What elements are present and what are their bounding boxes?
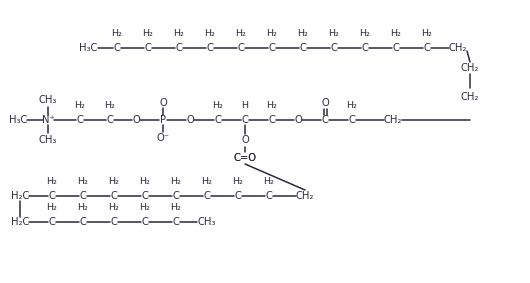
- Text: C: C: [349, 115, 356, 125]
- Text: CH₂: CH₂: [449, 43, 467, 53]
- Text: C: C: [269, 115, 276, 125]
- Text: C: C: [142, 217, 148, 227]
- Text: CH₃: CH₃: [39, 95, 57, 105]
- Text: H₂: H₂: [173, 29, 184, 38]
- Text: C=O: C=O: [234, 153, 257, 163]
- Text: H₂: H₂: [109, 203, 119, 213]
- Text: CH₃: CH₃: [198, 217, 216, 227]
- Text: H₂: H₂: [233, 177, 243, 186]
- Text: C: C: [111, 217, 118, 227]
- Text: H₂C: H₂C: [11, 217, 29, 227]
- Text: C: C: [322, 115, 329, 125]
- Text: H₂: H₂: [171, 203, 181, 213]
- Text: H₂: H₂: [104, 102, 116, 110]
- Text: CH₂: CH₂: [296, 191, 314, 201]
- Text: O⁻: O⁻: [156, 133, 170, 143]
- Text: H₂: H₂: [109, 177, 119, 186]
- Text: C: C: [80, 217, 86, 227]
- Text: C: C: [266, 191, 272, 201]
- Text: C: C: [173, 217, 180, 227]
- Text: C: C: [215, 115, 222, 125]
- Text: C: C: [113, 43, 120, 53]
- Text: H: H: [242, 102, 249, 110]
- Text: N⁺: N⁺: [42, 115, 55, 125]
- Text: H₂: H₂: [391, 29, 401, 38]
- Text: H₂: H₂: [359, 29, 370, 38]
- Text: C: C: [173, 191, 180, 201]
- Text: C: C: [175, 43, 182, 53]
- Text: H₂: H₂: [267, 102, 277, 110]
- Text: H₂: H₂: [171, 177, 181, 186]
- Text: H₂: H₂: [139, 177, 151, 186]
- Text: C: C: [76, 115, 83, 125]
- Text: C: C: [49, 217, 56, 227]
- Text: H₃C: H₃C: [79, 43, 97, 53]
- Text: H₂: H₂: [77, 177, 89, 186]
- Text: H₂: H₂: [329, 29, 339, 38]
- Text: C=O: C=O: [234, 153, 257, 163]
- Text: H₂: H₂: [213, 102, 224, 110]
- Text: H₂: H₂: [235, 29, 246, 38]
- Text: O: O: [186, 115, 194, 125]
- Text: C: C: [331, 43, 338, 53]
- Text: H₂: H₂: [75, 102, 85, 110]
- Text: H₂: H₂: [111, 29, 122, 38]
- Text: H₂: H₂: [139, 203, 151, 213]
- Text: H₂: H₂: [205, 29, 215, 38]
- Text: H₂: H₂: [267, 29, 277, 38]
- Text: C: C: [207, 43, 214, 53]
- Text: H₂: H₂: [263, 177, 275, 186]
- Text: O: O: [294, 115, 302, 125]
- Text: H₂: H₂: [47, 203, 57, 213]
- Text: H₂: H₂: [421, 29, 432, 38]
- Text: H₂: H₂: [297, 29, 308, 38]
- Text: C: C: [242, 115, 249, 125]
- Text: C: C: [393, 43, 400, 53]
- Text: C: C: [299, 43, 306, 53]
- Text: C: C: [142, 191, 148, 201]
- Text: O: O: [159, 98, 167, 108]
- Text: P: P: [160, 115, 166, 125]
- Text: H₂: H₂: [201, 177, 213, 186]
- Text: O: O: [132, 115, 140, 125]
- Text: C: C: [204, 191, 210, 201]
- Text: C: C: [237, 43, 244, 53]
- Text: H₂: H₂: [347, 102, 357, 110]
- Text: C: C: [80, 191, 86, 201]
- Text: CH₃: CH₃: [39, 135, 57, 145]
- Text: CH₂: CH₂: [461, 92, 479, 102]
- Text: C: C: [235, 191, 242, 201]
- Text: C: C: [361, 43, 368, 53]
- Text: C: C: [111, 191, 118, 201]
- Text: O: O: [241, 135, 249, 145]
- Text: H₃C: H₃C: [9, 115, 27, 125]
- Text: H₂: H₂: [143, 29, 154, 38]
- Text: C: C: [423, 43, 430, 53]
- Text: O: O: [321, 98, 329, 108]
- Text: H₂: H₂: [47, 177, 57, 186]
- Text: CH₂: CH₂: [461, 63, 479, 73]
- Text: H₂: H₂: [77, 203, 89, 213]
- Text: C: C: [145, 43, 152, 53]
- Text: CH₂: CH₂: [384, 115, 402, 125]
- Text: C: C: [107, 115, 113, 125]
- Text: H₂C: H₂C: [11, 191, 29, 201]
- Text: C: C: [269, 43, 276, 53]
- Text: C: C: [49, 191, 56, 201]
